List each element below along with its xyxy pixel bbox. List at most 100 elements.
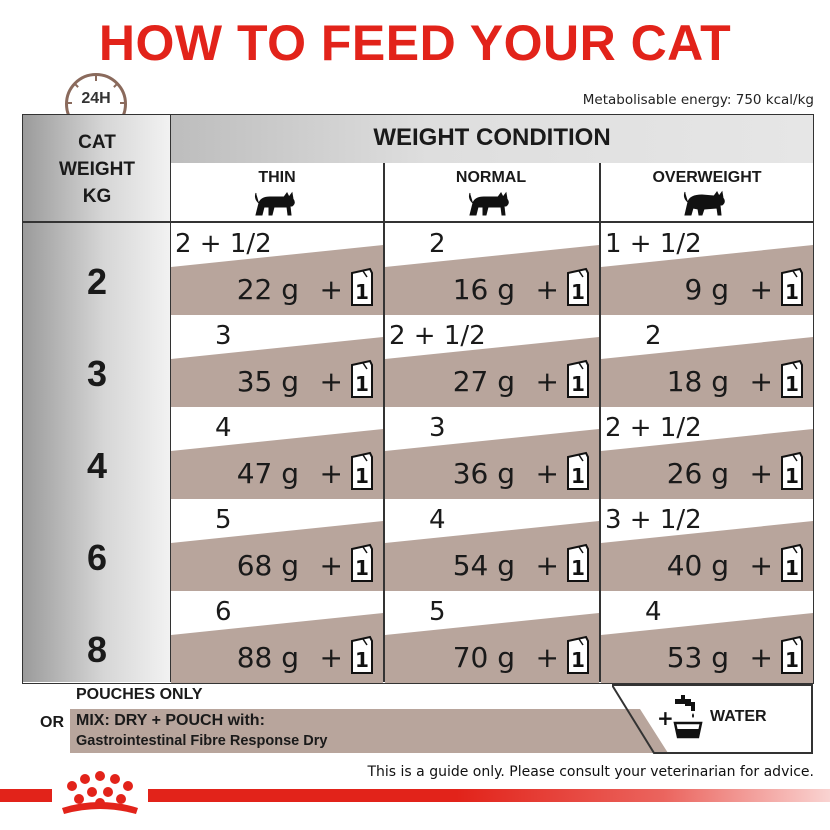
feeding-cell: 2 + 1/2 27 g +1 [385, 315, 599, 407]
feeding-cell: 2 + 1/2 22 g +1 [171, 223, 383, 315]
column-header-normal: NORMAL [385, 163, 597, 221]
cell-band [601, 521, 813, 591]
cell-band [601, 337, 813, 407]
wet-grams: 68 g [236, 549, 299, 582]
feeding-cell: 5 70 g +1 [385, 591, 599, 683]
dry-amount: 2 + 1/2 [389, 321, 486, 351]
royal-canin-crown-logo [52, 768, 148, 820]
pouch-count: 1 [785, 372, 799, 396]
dry-amount: 2 [429, 229, 446, 259]
cell-band [385, 429, 599, 499]
weight-header: CAT WEIGHT KG [23, 129, 171, 210]
pouch-count: 1 [571, 556, 585, 580]
cell-band [385, 521, 599, 591]
wet-grams: 40 g [666, 549, 729, 582]
brand-bar [0, 789, 830, 802]
pouch-count: 1 [785, 464, 799, 488]
wet-grams: 70 g [452, 641, 515, 674]
column-label: OVERWEIGHT [652, 169, 762, 186]
wet-grams: 22 g [236, 273, 299, 306]
cell-band [385, 337, 599, 407]
column-label: NORMAL [455, 169, 527, 186]
cell-band [171, 521, 383, 591]
feeding-cell: 4 47 g +1 [171, 407, 383, 499]
dry-amount: 4 [215, 413, 232, 443]
weight-value: 3 [86, 353, 108, 394]
wet-grams: 53 g [666, 641, 729, 674]
plus-sign: + [535, 273, 559, 306]
feeding-cell: 4 54 g +1 [385, 499, 599, 591]
dry-amount: 2 [645, 321, 662, 351]
pouch-icon: 1 [567, 635, 589, 674]
weight-value: 4 [86, 445, 108, 486]
dry-amount: 3 [215, 321, 232, 351]
mix-band [70, 709, 668, 753]
plus-sign: + [535, 365, 559, 398]
wet-grams: 88 g [236, 641, 299, 674]
dry-amount: 5 [215, 505, 232, 535]
pouch-count: 1 [571, 280, 585, 304]
dry-amount: 2 + 1/2 [175, 229, 272, 259]
cat-icon [468, 191, 509, 216]
feeding-cell: 3 36 g +1 [385, 407, 599, 499]
pouch-count: 1 [571, 648, 585, 672]
wet-grams: 9 g [684, 273, 730, 306]
cell-band [171, 429, 383, 499]
pouch-count: 1 [571, 372, 585, 396]
wet-grams: 18 g [666, 365, 729, 398]
dry-amount: 3 + 1/2 [605, 505, 702, 535]
disclaimer: This is a guide only. Please consult you… [367, 764, 814, 780]
plus-sign: + [749, 365, 773, 398]
pouch-icon: 1 [781, 267, 803, 306]
weight-value: 8 [86, 629, 108, 670]
pouch-icon: 1 [781, 635, 803, 674]
weight-header-line: CAT [78, 132, 116, 153]
pouch-count: 1 [571, 464, 585, 488]
plus-sign: + [319, 365, 343, 398]
plus-sign: + [535, 457, 559, 490]
dry-amount: 3 [429, 413, 446, 443]
dry-amount: 4 [429, 505, 446, 535]
dry-amount: 6 [215, 597, 232, 627]
feeding-cell: 6 88 g +1 [171, 591, 383, 683]
weight-value: 2 [86, 261, 108, 302]
pouch-icon: 1 [351, 451, 373, 490]
svg-text:+: + [657, 706, 674, 730]
or-label: OR [40, 714, 64, 731]
pouch-count: 1 [355, 464, 369, 488]
wet-grams: 16 g [452, 273, 515, 306]
pouch-count: 1 [355, 280, 369, 304]
wet-grams: 27 g [452, 365, 515, 398]
pouch-icon: 1 [781, 451, 803, 490]
pouch-icon: 1 [351, 359, 373, 398]
mix-product: Gastrointestinal Fibre Response Dry [76, 733, 328, 749]
plus-sign: + [319, 273, 343, 306]
clock-label: 24H [81, 90, 111, 107]
energy-note: Metabolisable energy: 750 kcal/kg [582, 92, 814, 108]
cell-band [385, 245, 599, 315]
pouch-icon: 1 [351, 267, 373, 306]
dry-amount: 4 [645, 597, 662, 627]
plus-sign: + [535, 549, 559, 582]
cat-icon [254, 191, 295, 216]
condition-header: WEIGHT CONDITION [171, 115, 813, 163]
pouch-count: 1 [355, 648, 369, 672]
pouch-count: 1 [355, 556, 369, 580]
feeding-cell: 4 53 g +1 [601, 591, 813, 683]
cell-band [601, 613, 813, 683]
plus-sign: + [535, 641, 559, 674]
water-tap-icon: + [657, 695, 703, 739]
weight-header-line: WEIGHT [59, 159, 135, 180]
plus-sign: + [749, 273, 773, 306]
column-header-thin: THIN [171, 163, 383, 221]
feeding-cell: 2 16 g +1 [385, 223, 599, 315]
pouch-icon: 1 [567, 359, 589, 398]
dry-amount: 2 + 1/2 [605, 413, 702, 443]
pouch-icon: 1 [567, 267, 589, 306]
cat-icon [683, 190, 725, 216]
pouch-icon: 1 [567, 543, 589, 582]
clock-icon: 24H [62, 70, 130, 116]
cell-band [171, 337, 383, 407]
cell-band [385, 613, 599, 683]
wet-grams: 35 g [236, 365, 299, 398]
